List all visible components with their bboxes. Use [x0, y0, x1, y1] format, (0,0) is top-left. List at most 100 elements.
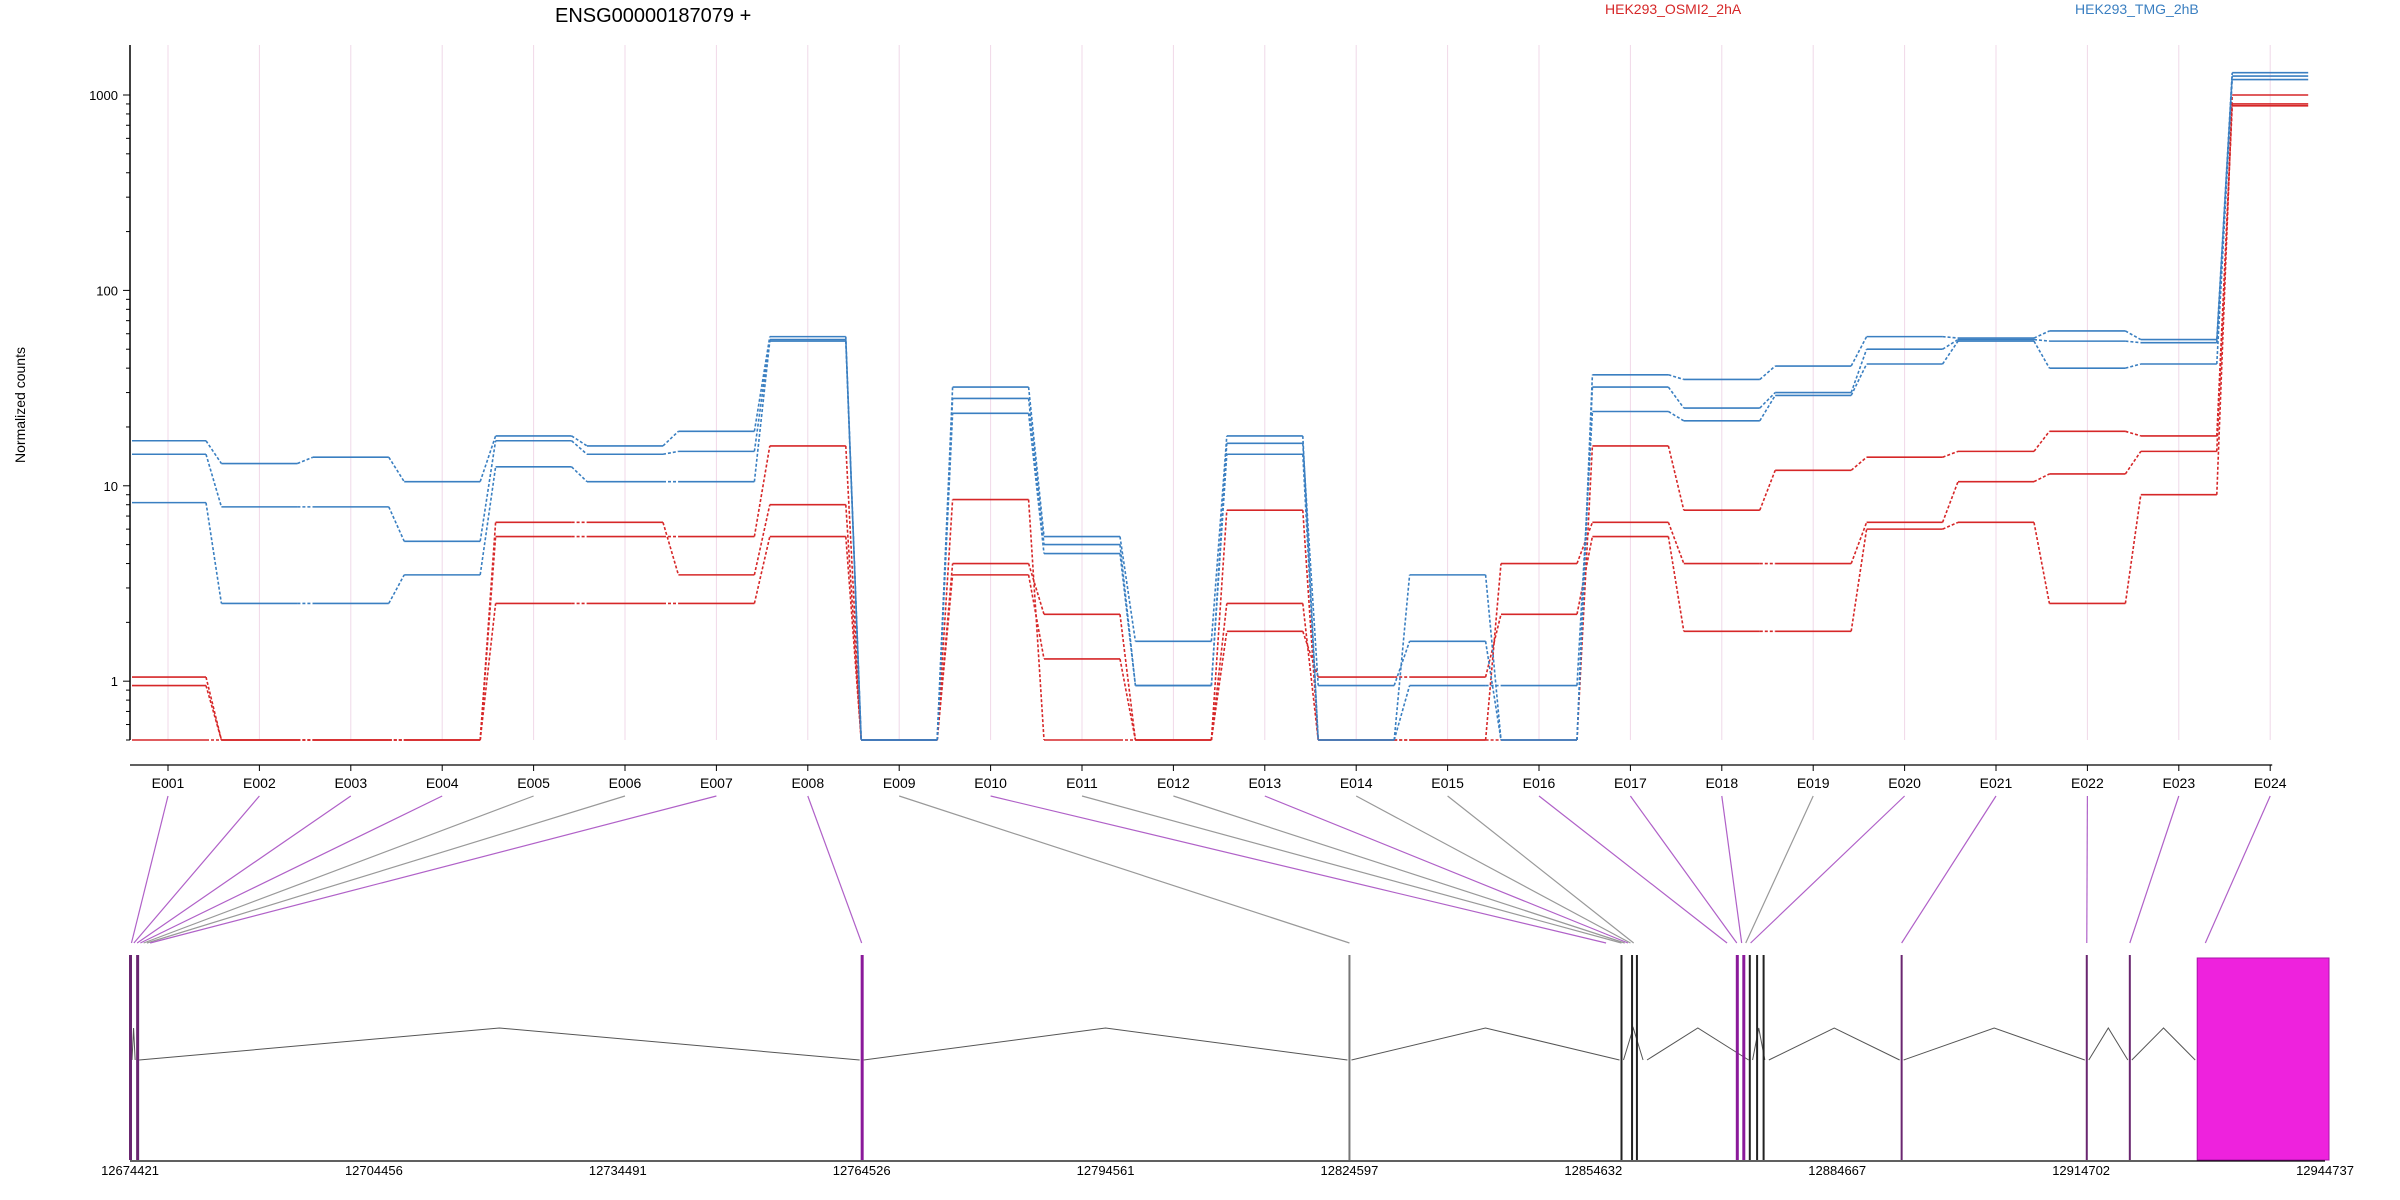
y-tick-label: 1	[111, 674, 118, 689]
series-transition	[1941, 340, 1959, 365]
series-transition	[479, 522, 497, 741]
exon-block	[1348, 955, 1351, 1160]
exon-link-E024	[2204, 795, 2271, 944]
exon-link-E006	[146, 795, 626, 944]
exon-label-E017: E017	[1614, 775, 1647, 791]
series-transition	[1027, 574, 1045, 660]
series-2	[132, 103, 2309, 741]
series-transition	[1210, 510, 1228, 741]
exon-label-E006: E006	[609, 775, 642, 791]
exon-label-E003: E003	[334, 775, 367, 791]
series-transition	[1027, 563, 1045, 615]
exon-link-E023	[2129, 795, 2180, 944]
series-transition	[2033, 430, 2051, 452]
series-transition	[2124, 494, 2142, 604]
exon-block	[136, 955, 140, 1160]
exon-link-E017	[1629, 795, 1738, 944]
exon-label-E009: E009	[883, 775, 916, 791]
series-transition	[479, 440, 497, 542]
series-transition	[1576, 411, 1594, 686]
gene-model	[129, 955, 2330, 1161]
exon-block	[2085, 955, 2088, 1160]
series-transition	[1027, 398, 1045, 545]
series-transition	[2216, 76, 2233, 343]
series-transition	[1302, 631, 1319, 678]
series-transition	[1667, 536, 1685, 632]
legend-entry-tmg: HEK293_TMG_2hB	[2075, 1, 2199, 17]
genomic-tick-label: 12674421	[101, 1163, 159, 1178]
series-transition	[936, 413, 954, 741]
intron	[1903, 1027, 2085, 1061]
series-transition	[753, 504, 771, 576]
exon-link-E022	[2086, 795, 2088, 944]
intron	[1768, 1027, 1900, 1061]
exon-link-E021	[1901, 795, 1997, 944]
series-transition	[1302, 603, 1319, 741]
exon-link-E008	[807, 795, 863, 944]
series-transition	[1759, 470, 1776, 511]
exon-label-E005: E005	[517, 775, 550, 791]
series-transition	[662, 450, 679, 456]
genomic-tick-label: 12764526	[833, 1163, 891, 1178]
exon-block	[129, 955, 132, 1160]
series-transition	[2033, 522, 2051, 604]
series-transition	[1576, 445, 1594, 741]
genomic-tick-label: 12914702	[2052, 1163, 2110, 1178]
y-tick-label: 1000	[89, 88, 118, 103]
series-transition	[1667, 445, 1685, 511]
series-transition	[571, 435, 588, 447]
series-transition	[205, 676, 223, 741]
series-transition	[2216, 103, 2233, 452]
series-transition	[479, 435, 497, 482]
exon-axis: E001 E002 E003 E004 E005 E006 E007 E008 E009 E010…	[152, 765, 2287, 791]
exon-label-E022: E022	[2071, 775, 2104, 791]
series-transition	[205, 685, 223, 741]
exon-block	[1735, 955, 1739, 1160]
exon-link-E002	[133, 795, 260, 944]
chart-title: ENSG00000187079 +	[555, 5, 751, 27]
series-transition	[1942, 521, 1959, 530]
exon-link-E013	[1264, 795, 1629, 944]
series-transition	[1210, 454, 1228, 686]
exon-label-E024: E024	[2254, 775, 2287, 791]
series-transition	[845, 341, 862, 741]
intron	[1351, 1027, 1620, 1061]
series-transition	[1850, 522, 1868, 564]
series-transition	[2125, 430, 2142, 437]
exon-label-E015: E015	[1431, 775, 1464, 791]
exon-block	[1762, 955, 1765, 1160]
series-transition	[205, 440, 223, 464]
series-transition	[2124, 450, 2142, 475]
exon-link-E014	[1355, 795, 1631, 944]
series-transition	[662, 522, 680, 576]
series-4	[132, 71, 2309, 741]
exon-block	[2128, 955, 2131, 1160]
exon-link-E020	[1750, 795, 1906, 944]
series-transition	[1393, 574, 1411, 741]
series-transition	[1850, 529, 1868, 632]
series-transition	[2033, 340, 2051, 369]
intron	[863, 1027, 1348, 1061]
genomic-tick-label: 12704456	[345, 1163, 403, 1178]
intron	[2131, 1027, 2196, 1061]
series-transition	[753, 339, 771, 452]
series-transition	[2125, 330, 2142, 341]
series-transition	[1942, 335, 1959, 339]
exon-label-E007: E007	[700, 775, 733, 791]
exon-link-E015	[1447, 795, 1635, 944]
genomic-axis: 12674421 12704456 12734491 12764526 12794561…	[101, 1160, 2354, 1178]
series-transition	[479, 603, 497, 741]
exon-link-E003	[136, 795, 352, 944]
series-transition	[1027, 387, 1045, 537]
exon-label-E013: E013	[1248, 775, 1281, 791]
y-tick-label: 100	[96, 283, 118, 298]
series-transition	[1119, 658, 1137, 741]
series-transition	[662, 430, 679, 447]
exon-label-E019: E019	[1797, 775, 1830, 791]
series-transition	[479, 466, 497, 575]
series-3	[132, 94, 2309, 741]
exon-block	[1635, 955, 1638, 1160]
series-transition	[1484, 563, 1502, 741]
series-transition	[1850, 363, 1868, 396]
series-transition	[1119, 553, 1137, 686]
